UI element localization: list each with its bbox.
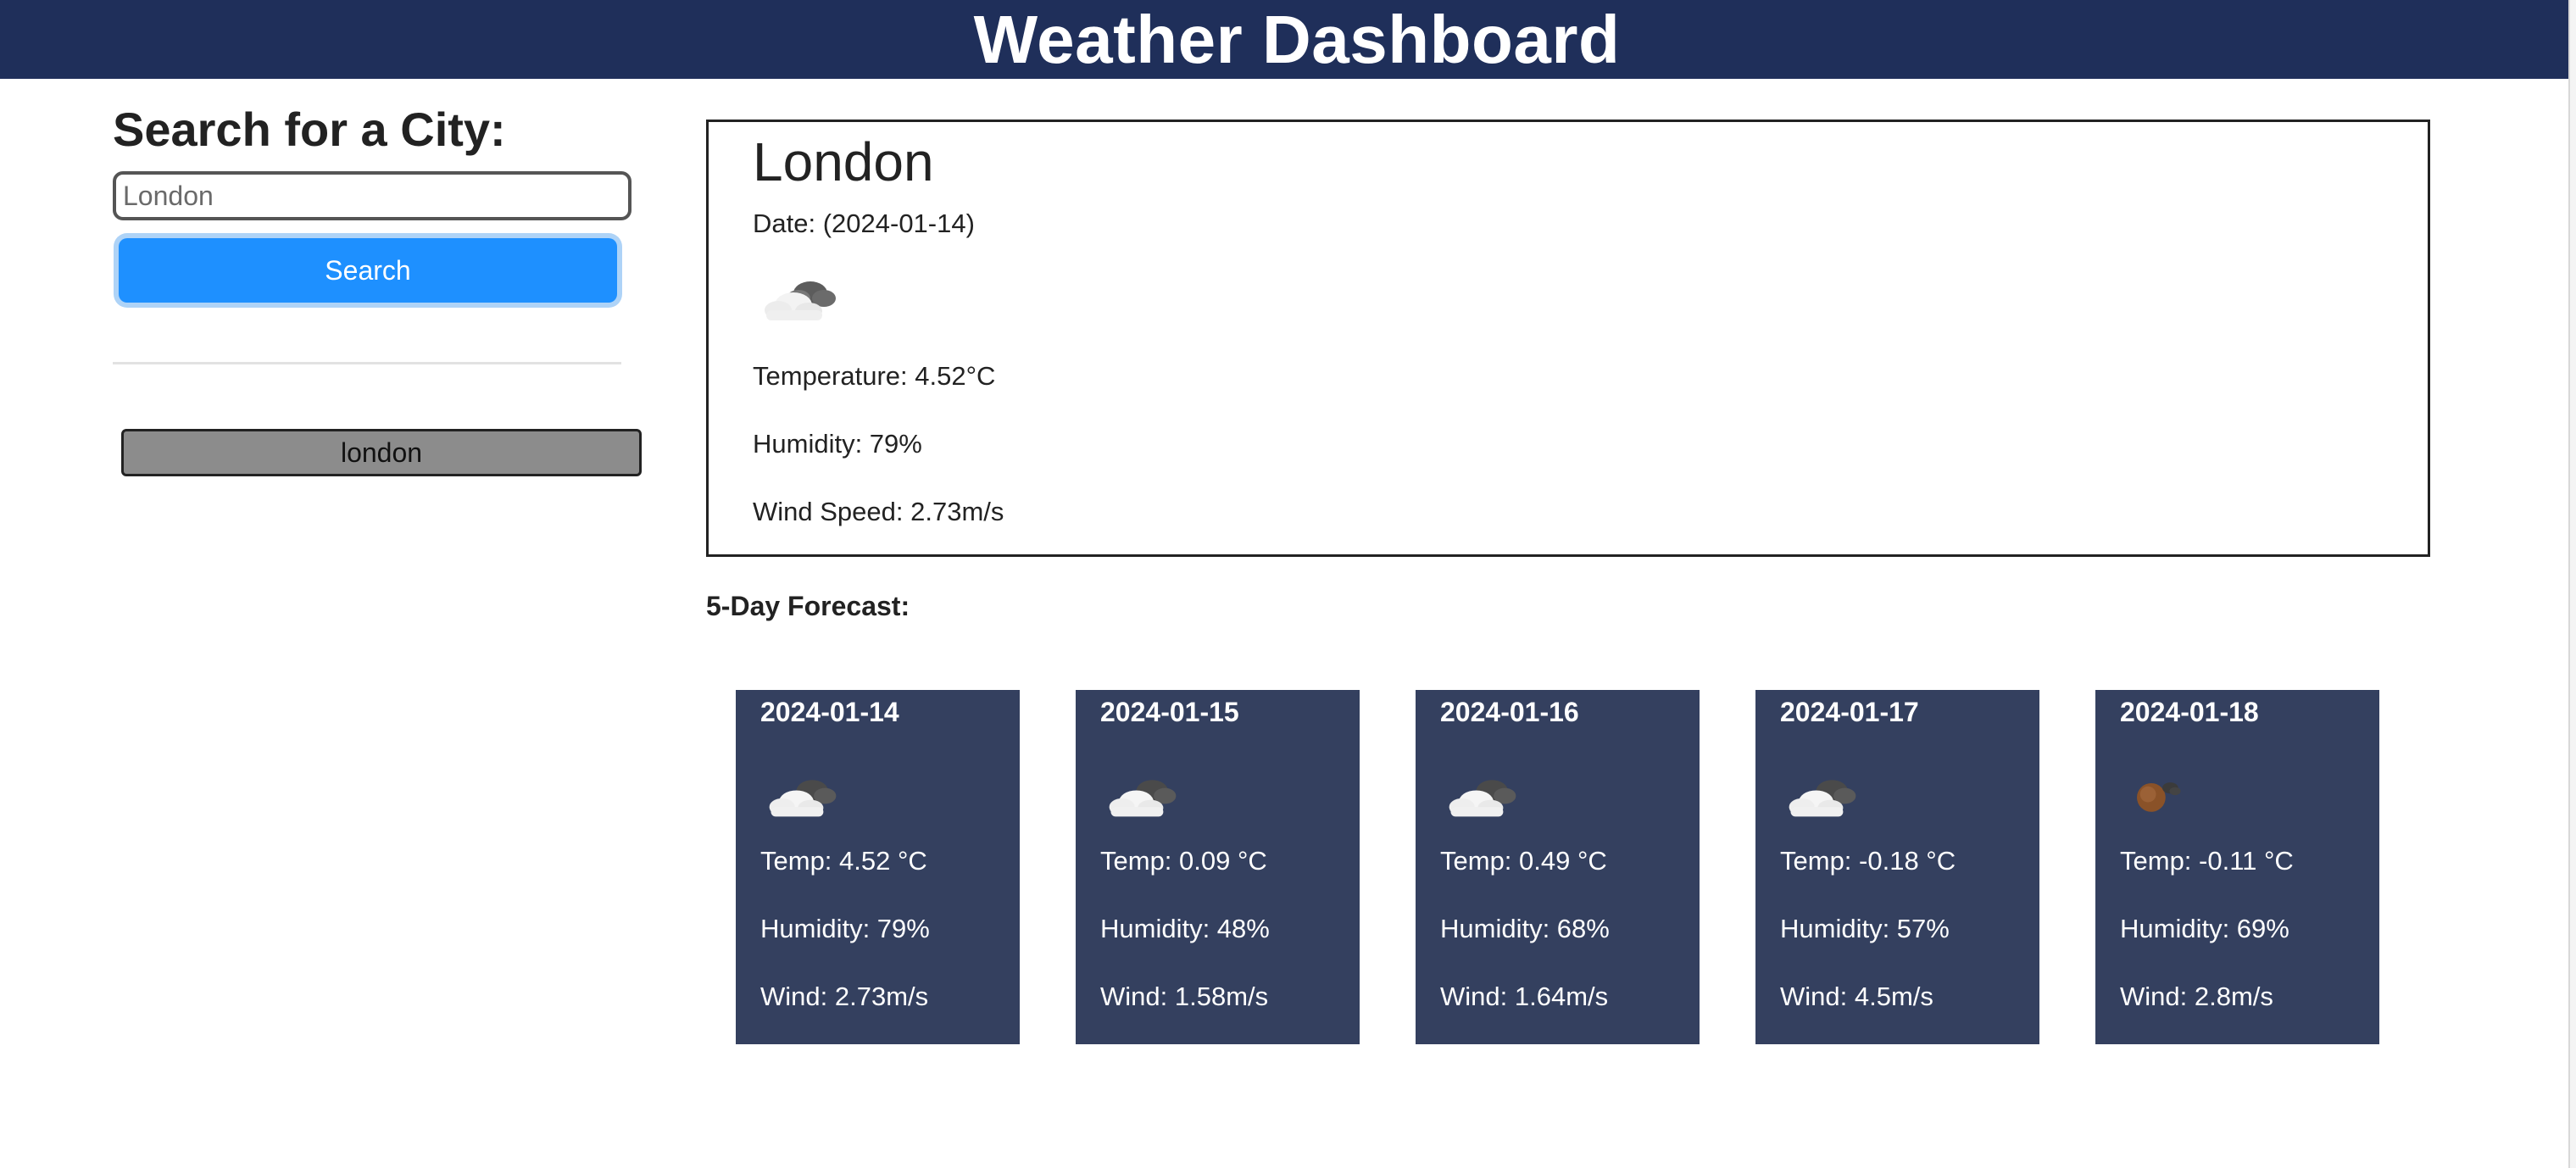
forecast-temp: Temp: -0.11 °C — [2120, 846, 2294, 876]
forecast-card: 2024-01-17 Temp: -0.18 °C Humidity: 57% … — [1755, 690, 2039, 1044]
current-humidity: Humidity: 79% — [753, 429, 922, 459]
forecast-card: 2024-01-16 Temp: 0.49 °C Humidity: 68% W… — [1416, 690, 1700, 1044]
forecast-wind: Wind: 4.5m/s — [1780, 982, 1933, 1011]
forecast-humidity: Humidity: 69% — [2120, 914, 2289, 943]
forecast-date: 2024-01-17 — [1780, 697, 1919, 727]
current-temperature: Temperature: 4.52°C — [753, 361, 996, 391]
forecast-humidity: Humidity: 79% — [760, 914, 930, 943]
forecast-wind: Wind: 1.64m/s — [1440, 982, 1609, 1011]
forecast-temp: Temp: -0.18 °C — [1780, 846, 1956, 876]
sun-behind-cloud-icon — [2124, 771, 2200, 825]
forecast-wind: Wind: 2.8m/s — [2120, 982, 2273, 1011]
scrollbar-track[interactable] — [2568, 0, 2576, 1168]
forecast-wind: Wind: 1.58m/s — [1100, 982, 1269, 1011]
cloudy-icon — [1444, 771, 1521, 825]
search-heading: Search for a City: — [113, 103, 506, 156]
cloudy-icon — [759, 273, 841, 328]
forecast-card: 2024-01-18 Temp: -0.11 °C Humidity: 69% … — [2095, 690, 2379, 1044]
page-header: Weather Dashboard — [0, 0, 2568, 79]
forecast-card: 2024-01-14 Temp: 4.52 °C Humidity: 79% W… — [736, 690, 1020, 1044]
search-sidebar: Search for a City: Search london — [113, 100, 642, 476]
history-city-button[interactable]: london — [121, 429, 642, 476]
current-wind-speed: Wind Speed: 2.73m/s — [753, 497, 1004, 526]
forecast-date: 2024-01-14 — [760, 697, 899, 727]
forecast-humidity: Humidity: 68% — [1440, 914, 1610, 943]
forecast-humidity: Humidity: 57% — [1780, 914, 1950, 943]
forecast-date: 2024-01-18 — [2120, 697, 2259, 727]
current-weather-panel: London Date: (2024-01-14) Temperature: 4… — [706, 120, 2430, 557]
city-search-input[interactable] — [113, 171, 631, 220]
forecast-temp: Temp: 4.52 °C — [760, 846, 927, 876]
forecast-wind: Wind: 2.73m/s — [760, 982, 929, 1011]
sidebar-divider — [113, 362, 621, 364]
cloudy-icon — [1104, 771, 1181, 825]
forecast-temp: Temp: 0.09 °C — [1100, 846, 1267, 876]
forecast-title: 5-Day Forecast: — [706, 591, 910, 621]
forecast-temp: Temp: 0.49 °C — [1440, 846, 1607, 876]
forecast-card: 2024-01-15 Temp: 0.09 °C Humidity: 48% W… — [1076, 690, 1360, 1044]
forecast-humidity: Humidity: 48% — [1100, 914, 1270, 943]
search-button[interactable]: Search — [119, 238, 617, 303]
cloudy-icon — [765, 771, 841, 825]
forecast-date: 2024-01-15 — [1100, 697, 1239, 727]
forecast-date: 2024-01-16 — [1440, 697, 1579, 727]
page-title: Weather Dashboard — [973, 1, 1621, 77]
current-city-name: London — [753, 131, 934, 192]
current-date: Date: (2024-01-14) — [753, 209, 975, 238]
cloudy-icon — [1784, 771, 1861, 825]
